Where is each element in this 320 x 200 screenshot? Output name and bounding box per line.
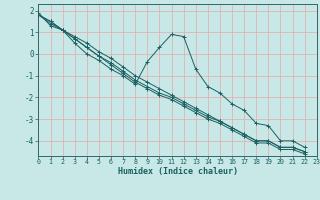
- X-axis label: Humidex (Indice chaleur): Humidex (Indice chaleur): [118, 167, 238, 176]
